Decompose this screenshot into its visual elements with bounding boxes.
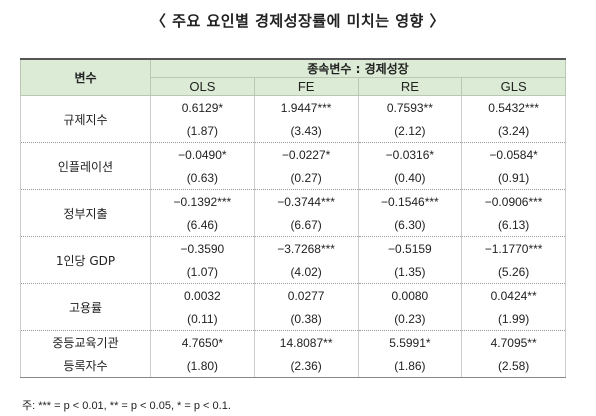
- std-stat: (1.80): [150, 354, 255, 378]
- std-stat: (4.02): [253, 260, 359, 284]
- coefficient: −0.1546***: [357, 189, 463, 213]
- coefficient: 0.6129*: [150, 95, 255, 119]
- std-stat: (0.91): [461, 166, 566, 190]
- model-row: OLS FE RE GLS: [21, 77, 566, 96]
- coefficient: −0.5159: [357, 236, 463, 260]
- std-stat: (6.13): [461, 213, 566, 237]
- coefficient: −0.1392***: [150, 189, 255, 213]
- coefficient: 14.8087**: [253, 330, 359, 354]
- coefficient: −1.1770***: [461, 236, 566, 260]
- std-stat: (1.86): [357, 354, 463, 378]
- se-row: (0.11) (0.38) (0.23) (1.99): [21, 307, 566, 331]
- coefficient: −0.0584*: [461, 142, 566, 166]
- variable-name: 1인당 GDP: [20, 236, 151, 284]
- variable-name: 인플레이션: [20, 142, 151, 190]
- dependent-header: 종속변수 : 경제성장: [150, 58, 566, 78]
- table-body: 규제지수 0.6129* 1.9447*** 0.7593** 0.5432*** (1.…: [20, 95, 566, 378]
- std-stat: (1.35): [357, 260, 463, 284]
- coefficient: −0.0906***: [461, 189, 566, 213]
- coefficient: 0.0032: [150, 283, 255, 307]
- std-stat: (1.07): [150, 260, 255, 284]
- coefficient: 5.5991*: [357, 330, 463, 354]
- coefficient: 0.0424**: [461, 283, 566, 307]
- std-stat: (3.24): [461, 119, 566, 143]
- model-header: FE: [253, 77, 359, 96]
- std-stat: (0.38): [253, 307, 359, 331]
- header-row: 변수 종속변수 : 경제성장: [20, 58, 566, 96]
- se-row: (0.63) (0.27) (0.40) (0.91): [21, 166, 566, 190]
- variable-name: 고용률: [20, 283, 151, 331]
- coefficient: −0.0490*: [150, 142, 255, 166]
- coefficient: −0.3590: [150, 236, 255, 260]
- title: 〈 주요 요인별 경제성장률에 미치는 영향 〉: [150, 12, 446, 30]
- se-row: (1.87) (3.43) (2.12) (3.24): [21, 119, 566, 143]
- std-stat: (2.12): [357, 119, 463, 143]
- model-header: OLS: [150, 77, 255, 96]
- coef-row: 중등교육기관 4.7650* 14.8087** 5.5991* 4.7095**: [20, 330, 566, 354]
- se-row: (6.46) (6.67) (6.30) (6.13): [21, 213, 566, 237]
- coefficient: −3.7268***: [253, 236, 359, 260]
- std-stat: (1.99): [461, 307, 566, 331]
- coefficient: 4.7650*: [150, 330, 255, 354]
- std-stat: (6.30): [357, 213, 463, 237]
- std-stat: (5.26): [461, 260, 566, 284]
- std-stat: (3.43): [253, 119, 359, 143]
- std-stat: (2.58): [461, 354, 566, 378]
- std-stat: (6.46): [150, 213, 255, 237]
- regression-table: 변수 종속변수 : 경제성장 OLS FE RE GLS 규제지수 0.6129* 1.9…: [20, 58, 566, 378]
- table-header: 변수 종속변수 : 경제성장 OLS FE RE GLS: [20, 58, 566, 96]
- coefficient: −0.0227*: [253, 142, 359, 166]
- coef-row: 1인당 GDP −0.3590 −3.7268*** −0.5159 −1.1770**…: [20, 236, 566, 284]
- coefficient: −0.0316*: [357, 142, 463, 166]
- std-stat: (1.87): [150, 119, 255, 143]
- coefficient: −0.3744***: [253, 189, 359, 213]
- coefficient: 1.9447***: [253, 95, 359, 119]
- std-stat: (0.40): [357, 166, 463, 190]
- coefficient: 0.5432***: [461, 95, 566, 119]
- std-stat: (0.63): [150, 166, 255, 190]
- note: 주: *** = p < 0.01, ** = p < 0.05, * = p …: [22, 400, 231, 412]
- std-stat: (2.36): [253, 354, 359, 378]
- std-stat: (0.11): [150, 307, 255, 331]
- variable-name: 등록자수: [20, 354, 151, 378]
- variable-name: 규제지수: [20, 95, 151, 143]
- coefficient: 0.0277: [253, 283, 359, 307]
- coefficient: 0.0080: [357, 283, 463, 307]
- se-row: (1.07) (4.02) (1.35) (5.26): [21, 260, 566, 284]
- coef-row: 규제지수 0.6129* 1.9447*** 0.7593** 0.5432***: [20, 95, 566, 143]
- variable-header: 변수: [20, 58, 151, 96]
- variable-name: 중등교육기관: [20, 330, 151, 354]
- coef-row: 인플레이션 −0.0490* −0.0227* −0.0316* −0.0584*: [20, 142, 566, 190]
- coefficient: 0.7593**: [357, 95, 463, 119]
- se-row: 등록자수 (1.80) (2.36) (1.86) (2.58): [20, 354, 566, 378]
- model-header: GLS: [461, 77, 566, 96]
- coef-row: 고용률 0.0032 0.0277 0.0080 0.0424**: [20, 283, 566, 331]
- coefficient: 4.7095**: [461, 330, 566, 354]
- std-stat: (0.27): [253, 166, 359, 190]
- coef-row: 정부지출 −0.1392*** −0.3744*** −0.1546*** −0.090…: [20, 189, 566, 237]
- std-stat: (0.23): [357, 307, 463, 331]
- model-header: RE: [357, 77, 463, 96]
- std-stat: (6.67): [253, 213, 359, 237]
- variable-name: 정부지출: [20, 189, 151, 237]
